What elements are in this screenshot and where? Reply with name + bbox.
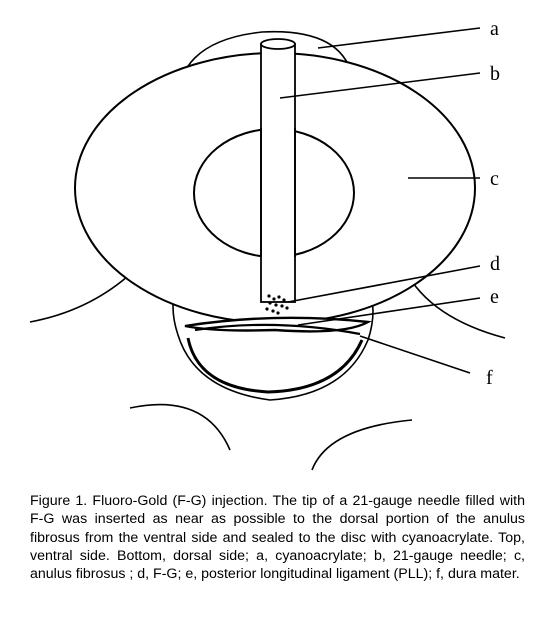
leader-e	[297, 297, 481, 326]
fluoro-gold-dots	[265, 294, 289, 315]
needle-opening	[260, 38, 296, 50]
dura-mater	[186, 337, 364, 394]
label-d: d	[490, 253, 500, 275]
leader-d	[287, 265, 481, 303]
label-e: e	[490, 286, 499, 308]
figure-caption: Figure 1. Fluoro-Gold (F-G) injection. T…	[30, 493, 525, 583]
label-c: c	[490, 168, 499, 190]
label-f: f	[486, 367, 493, 389]
leader-b	[279, 72, 481, 99]
label-a: a	[490, 18, 499, 40]
bottom-left-curve	[129, 403, 231, 451]
leader-f	[359, 335, 471, 374]
leader-a	[317, 27, 481, 49]
label-b: b	[490, 63, 500, 85]
dura-mater-inner	[194, 323, 361, 336]
injection-diagram: a b c d e f	[29, 18, 506, 471]
bottom-right-curve	[311, 419, 413, 471]
